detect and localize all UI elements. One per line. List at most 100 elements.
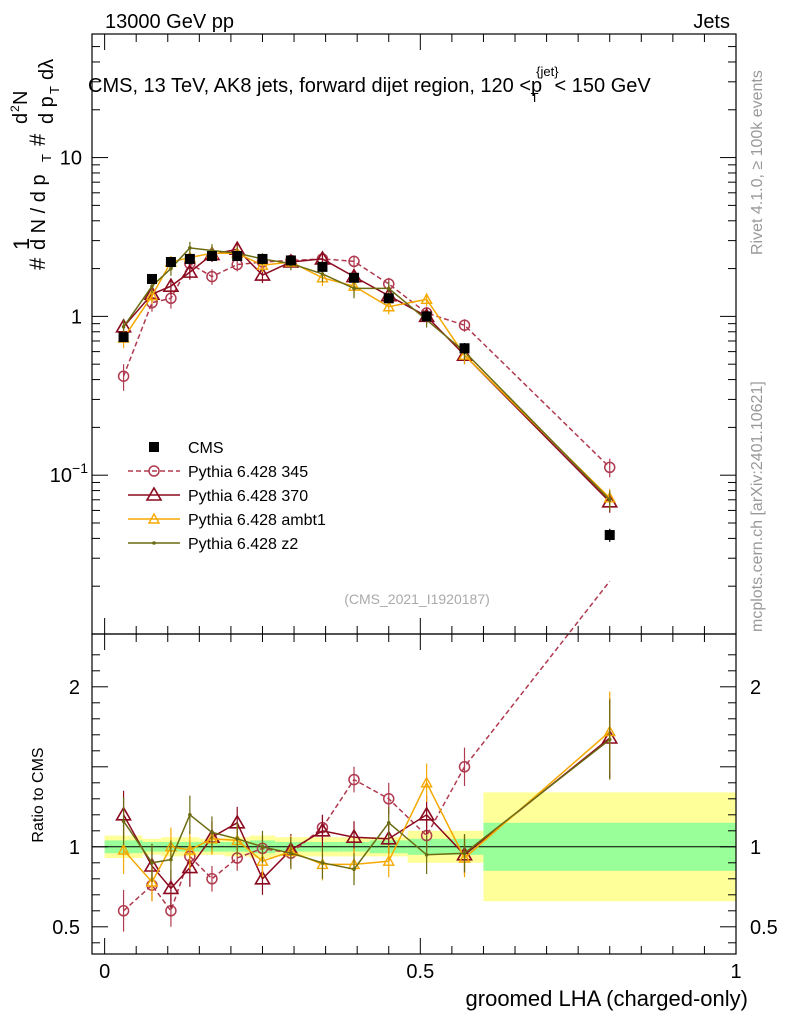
- point-cms: [184, 253, 195, 264]
- ylabel-d: d: [10, 113, 32, 124]
- ratio-point-p370: [254, 870, 271, 885]
- point-cms: [118, 332, 129, 343]
- plot-title: CMS, 13 TeV, AK8 jets, forward dijet reg…: [88, 64, 651, 105]
- ratio-point-p345: [458, 761, 471, 773]
- point-p345: [348, 255, 360, 268]
- ratio-point-ambt1: [420, 776, 433, 788]
- point-ambt1: [256, 258, 269, 270]
- point-cms: [383, 293, 394, 304]
- analysis-watermark: (CMS_2021_I1920187): [344, 591, 490, 607]
- ylabel-two: 2: [8, 105, 22, 112]
- header-left: 13000 GeV pp: [105, 11, 234, 33]
- ratio-point-p370: [380, 830, 398, 845]
- legend-entry-p370: Pythia 6.428 370: [128, 486, 308, 505]
- legend-label-z2: Pythia 6.428 z2: [188, 536, 298, 553]
- ratio-point-p345: [382, 793, 395, 805]
- point-z2: [607, 497, 612, 502]
- ratio-point-ambt1: [382, 854, 395, 866]
- rivet-label: Rivet 4.1.0, ≥ 100k events: [749, 70, 766, 255]
- ylabel-N: N: [10, 91, 32, 105]
- point-z2: [352, 286, 356, 291]
- legend-entry-ambt1: Pythia 6.428 ambt1: [128, 512, 326, 529]
- ratio-y-tick-label-right: 2: [750, 677, 761, 699]
- point-p370: [181, 263, 199, 278]
- series-line-ambt1: [122, 252, 611, 499]
- x-tick-label: 0.5: [406, 961, 434, 983]
- point-z2: [320, 272, 325, 276]
- point-cms: [421, 311, 432, 322]
- ratio-point-p370: [345, 828, 363, 843]
- ratio-point-p345: [117, 905, 130, 917]
- legend-label-p345: Pythia 6.428 345: [188, 464, 308, 481]
- ylabel-hash2: #: [25, 133, 50, 146]
- ratio-point-z2: [352, 867, 356, 871]
- point-cms: [146, 273, 157, 284]
- x-tick-label: 0: [99, 961, 110, 983]
- point-cms: [317, 261, 328, 272]
- legend: CMS Pythia 6.428 345 Pythia 6.428 370 Pythi…: [128, 440, 326, 553]
- ratio-line-p345: [123, 580, 611, 913]
- ratio-point-z2: [150, 861, 154, 865]
- point-p345: [603, 461, 616, 474]
- point-cms: [285, 255, 296, 266]
- point-cms: [349, 272, 360, 283]
- point-p345: [206, 270, 218, 283]
- point-z2: [386, 286, 391, 291]
- ratio-y-tick-label: 2: [69, 677, 80, 699]
- point-z2: [121, 324, 126, 329]
- ratio-point-z2: [386, 821, 391, 825]
- point-cms: [257, 253, 268, 264]
- legend-marker-p370: [145, 486, 163, 501]
- ratio-point-p370: [314, 822, 331, 837]
- ratio-point-z2: [188, 813, 192, 817]
- title-sup: {jet}: [536, 64, 559, 79]
- mcplots-label: mcplots.cern.ch [arXiv:2401.10621]: [749, 381, 766, 632]
- ratio-point-p345: [348, 773, 360, 786]
- point-cms: [165, 257, 176, 268]
- ylabel-dp-sub: T: [47, 86, 62, 94]
- point-ambt1: [420, 292, 433, 305]
- legend-marker-z2: [152, 541, 156, 545]
- x-tick-label: 1: [730, 961, 741, 983]
- series-line-z2: [122, 247, 611, 501]
- point-p370: [162, 277, 180, 292]
- ylabel-dp: d p: [36, 96, 58, 124]
- header-right: Jets: [693, 11, 730, 33]
- ratio-y-tick-label-right: 0.5: [750, 917, 778, 939]
- legend-marker-ambt1: [147, 512, 161, 524]
- ratio-point-z2: [289, 851, 293, 855]
- legend-entry-z2: Pythia 6.428 z2: [128, 536, 298, 553]
- y-tick-label: 1: [71, 306, 82, 328]
- ratio-point-p370: [418, 806, 436, 821]
- y-tick-label: 10: [60, 148, 82, 170]
- ratio-point-z2: [121, 819, 126, 823]
- ratio-point-p345: [206, 873, 218, 885]
- ratio-point-z2: [462, 851, 467, 855]
- point-p370: [254, 266, 271, 281]
- point-p345: [117, 370, 130, 382]
- ylabel-den-sub: T: [39, 154, 54, 162]
- ylabel-dlambda: dλ: [36, 59, 58, 80]
- ratio-point-z2: [210, 830, 214, 835]
- ratio-point-z2: [169, 857, 173, 862]
- ratio-point-z2: [607, 737, 612, 742]
- point-z2: [169, 266, 173, 271]
- ratio-point-ambt1: [183, 843, 197, 855]
- ratio-line-z2: [122, 739, 611, 871]
- point-p345: [458, 319, 471, 331]
- legend-label-cms: CMS: [188, 440, 224, 457]
- point-cms: [604, 530, 615, 541]
- y-tick-label: 10−1: [50, 460, 88, 487]
- title-tail: < 150 GeV: [555, 75, 652, 97]
- ylabel-hash1: #: [25, 257, 50, 270]
- title-sub: T: [531, 90, 539, 105]
- legend-label-p370: Pythia 6.428 370: [188, 488, 308, 505]
- ratio-point-z2: [260, 845, 265, 849]
- series-cms: [118, 251, 615, 542]
- ratio-series-z2: [121, 699, 612, 886]
- point-ambt1: [145, 289, 159, 301]
- legend-label-ambt1: Pythia 6.428 ambt1: [188, 512, 326, 529]
- point-cms: [232, 251, 243, 262]
- ratio-point-ambt1: [117, 843, 130, 855]
- series-line-p345: [122, 258, 611, 468]
